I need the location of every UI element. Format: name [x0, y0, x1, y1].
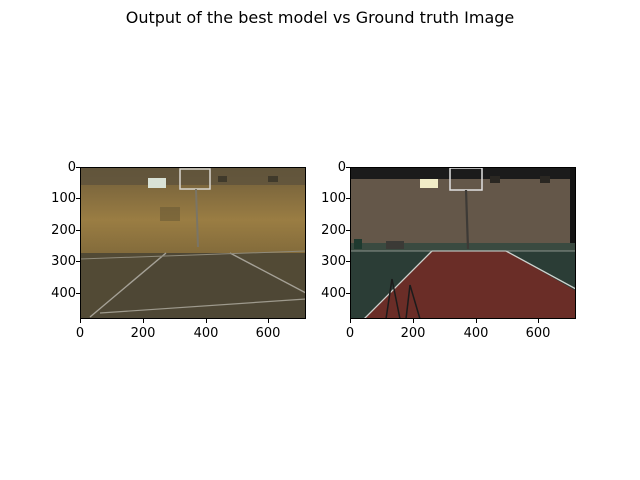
- xtick-mark: [143, 319, 144, 323]
- xtick-label: 400: [463, 326, 489, 341]
- ground-truth-image: [350, 167, 576, 319]
- ytick-label: 400: [321, 286, 346, 301]
- ytick-mark: [76, 230, 80, 231]
- ytick-mark: [76, 293, 80, 294]
- model-output-image: [80, 167, 306, 319]
- figure-title: Output of the best model vs Ground truth…: [125, 8, 515, 27]
- xtick-mark: [80, 319, 81, 323]
- ytick-mark: [346, 261, 350, 262]
- ytick-mark: [76, 198, 80, 199]
- xtick-label: 400: [193, 326, 219, 341]
- ytick-label: 200: [321, 223, 346, 238]
- xtick-label: 0: [345, 326, 355, 341]
- xtick-label: 600: [255, 326, 281, 341]
- ytick-label: 200: [51, 223, 76, 238]
- ytick-label: 0: [337, 160, 346, 175]
- xtick-mark: [350, 319, 351, 323]
- xtick-mark: [538, 319, 539, 323]
- ytick-mark: [346, 167, 350, 168]
- xtick-label: 0: [75, 326, 85, 341]
- ytick-mark: [76, 167, 80, 168]
- xtick-label: 200: [400, 326, 426, 341]
- xtick-mark: [476, 319, 477, 323]
- ground-truth-panel: 0 100 200 300 400 0 200 400 600: [321, 161, 576, 340]
- ytick-mark: [346, 230, 350, 231]
- ytick-label: 100: [321, 191, 346, 206]
- xtick-mark: [206, 319, 207, 323]
- ytick-label: 100: [51, 191, 76, 206]
- xtick-label: 200: [130, 326, 156, 341]
- ytick-mark: [346, 198, 350, 199]
- ytick-label: 300: [51, 254, 76, 269]
- ytick-mark: [76, 261, 80, 262]
- ytick-label: 300: [321, 254, 346, 269]
- xtick-label: 600: [525, 326, 551, 341]
- xtick-mark: [413, 319, 414, 323]
- ytick-label: 0: [67, 160, 76, 175]
- xtick-mark: [268, 319, 269, 323]
- ytick-mark: [346, 293, 350, 294]
- model-output-panel: 0 100 200 300 400 0 200 400 600: [51, 161, 306, 340]
- ytick-label: 400: [51, 286, 76, 301]
